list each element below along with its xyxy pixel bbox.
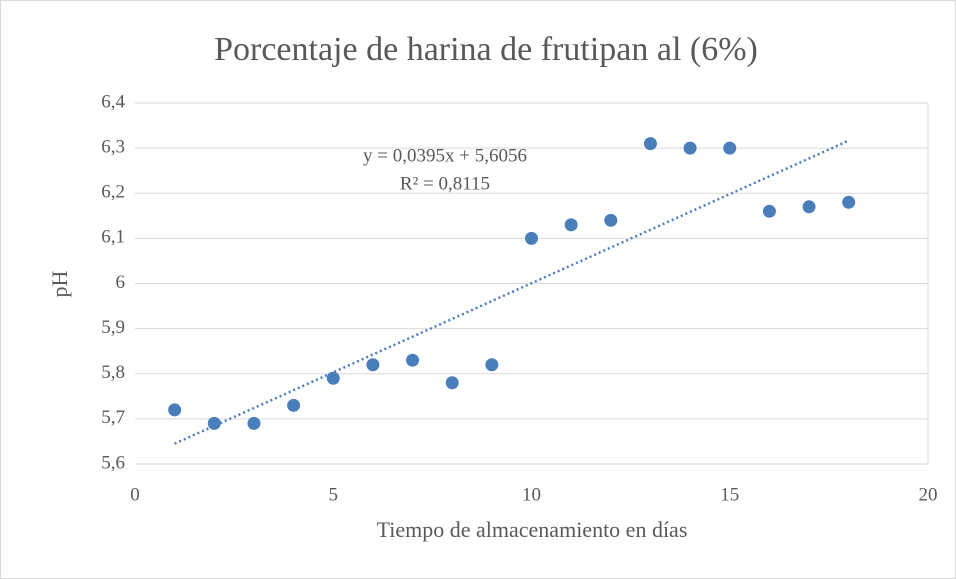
- y-tick-label: 6: [116, 272, 126, 293]
- data-point: [445, 376, 459, 390]
- trendline: [174, 139, 850, 445]
- y-axis-label: pH: [47, 270, 72, 297]
- data-point: [683, 141, 697, 155]
- y-tick-label: 5,6: [101, 452, 125, 473]
- chart-title: Porcentaje de harina de frutipan al (6%): [214, 31, 758, 68]
- x-tick-label: 5: [329, 484, 339, 505]
- data-point: [326, 371, 340, 385]
- y-tick-label: 6,4: [101, 91, 125, 112]
- x-tick-label: 15: [720, 484, 739, 505]
- data-point: [525, 231, 538, 245]
- x-tick-label: 10: [522, 484, 541, 505]
- data-point: [168, 403, 182, 417]
- data-point: [207, 416, 221, 430]
- trendline-r-squared: R² = 0,8115: [400, 173, 490, 194]
- data-point: [762, 204, 776, 218]
- data-point: [366, 358, 380, 372]
- y-tick-label: 6,1: [101, 227, 125, 248]
- data-point: [485, 358, 499, 372]
- x-tick-label: 0: [130, 484, 140, 505]
- x-tick-label: 20: [919, 484, 938, 505]
- trendline-equation: y = 0,0395x + 5,6056: [363, 145, 527, 166]
- y-tick-label: 6,2: [101, 182, 125, 203]
- data-point: [604, 213, 618, 227]
- data-point: [723, 141, 737, 155]
- data-point: [287, 398, 301, 412]
- y-tick-label: 5,8: [101, 362, 125, 383]
- y-tick-label: 5,7: [101, 407, 125, 428]
- data-point: [406, 353, 420, 367]
- x-axis-label: Tiempo de almacenamiento en días: [377, 517, 688, 542]
- data-point: [643, 137, 657, 151]
- data-point: [247, 416, 261, 430]
- y-tick-label: 6,3: [101, 136, 125, 157]
- data-point: [564, 218, 578, 232]
- data-point: [842, 195, 856, 209]
- data-point: [802, 200, 816, 214]
- y-tick-label: 5,9: [101, 317, 125, 338]
